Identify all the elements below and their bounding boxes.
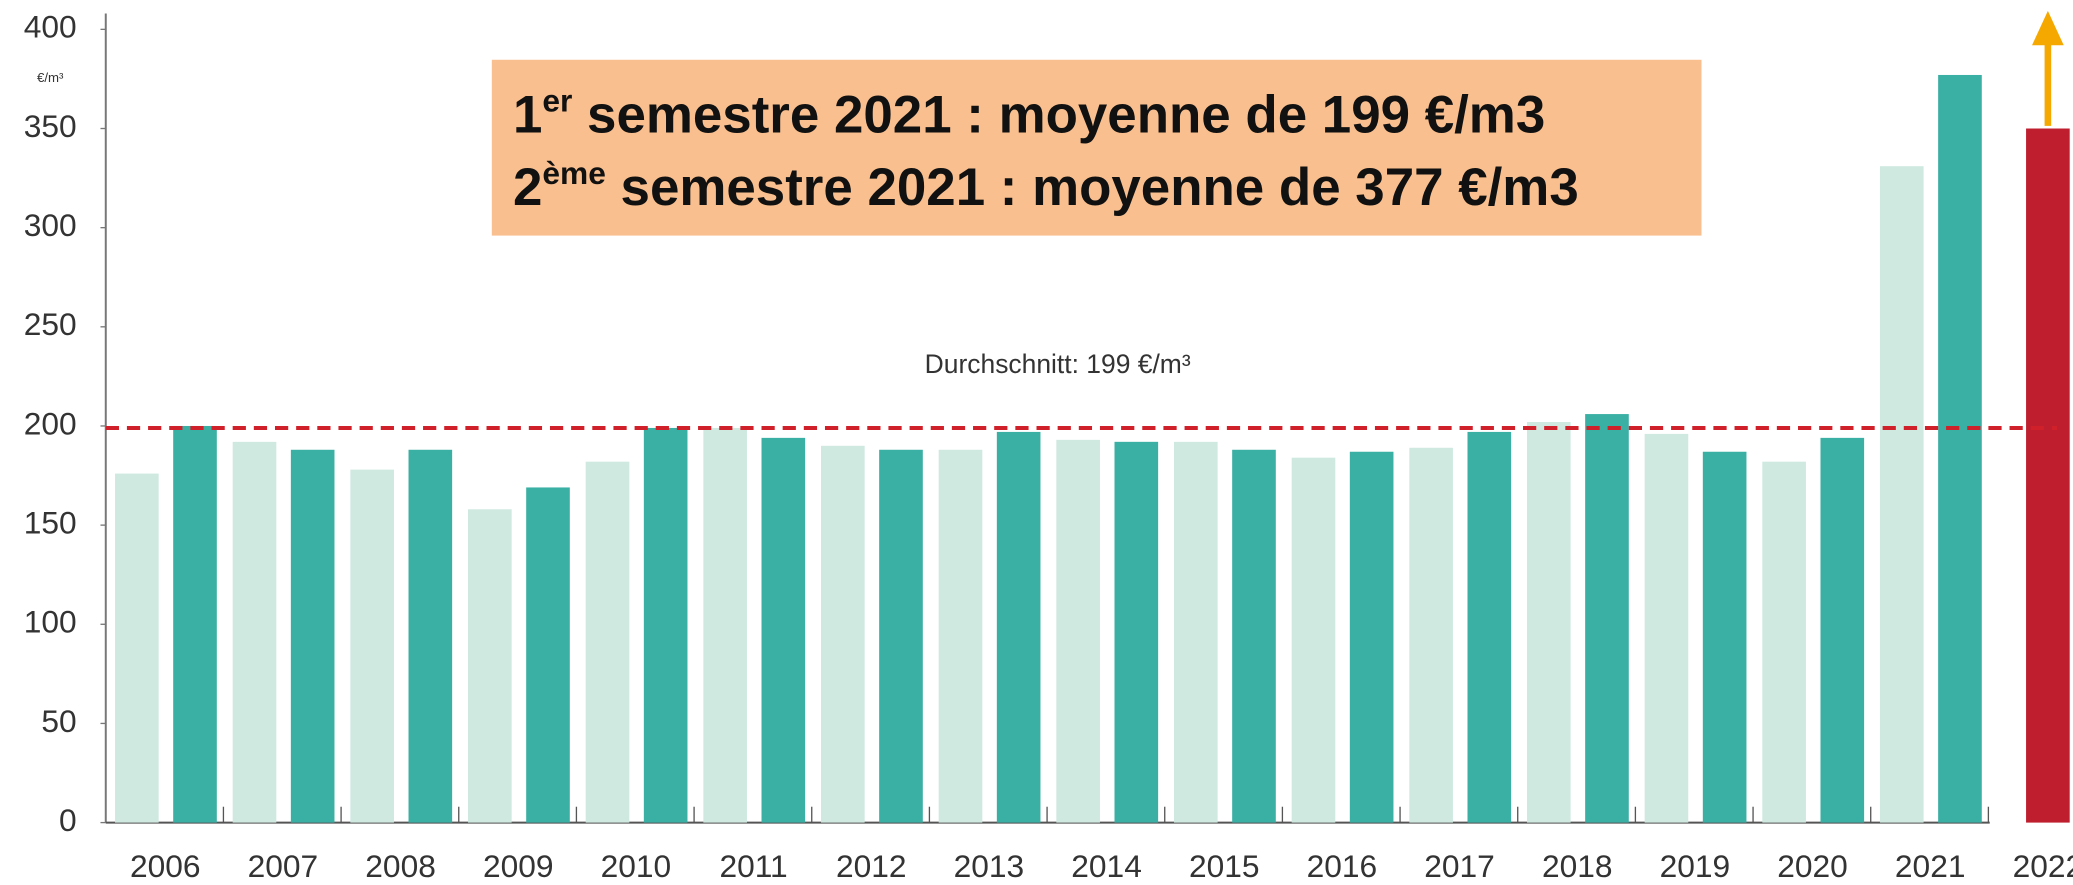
x-tick-label: 2010 bbox=[601, 848, 672, 884]
annotation-sup: ème bbox=[542, 155, 605, 191]
y-tick-label: 300 bbox=[24, 207, 77, 243]
bar bbox=[1173, 441, 1218, 823]
bar bbox=[1349, 451, 1394, 823]
annotation-number: 1 bbox=[513, 85, 542, 144]
bar bbox=[232, 441, 277, 823]
bar bbox=[761, 437, 806, 823]
y-tick-label: 50 bbox=[41, 703, 76, 739]
annotation-sup: er bbox=[542, 82, 572, 118]
bar bbox=[1879, 166, 1924, 823]
bar bbox=[1762, 461, 1806, 823]
x-tick-label: 2018 bbox=[1542, 848, 1613, 884]
bar bbox=[1820, 437, 1865, 823]
x-tick-label: 2019 bbox=[1660, 848, 1731, 884]
x-tick-label: 2009 bbox=[483, 848, 554, 884]
bar bbox=[526, 487, 570, 823]
annotation-text: semestre 2021 : moyenne de 199 €/m3 bbox=[572, 85, 1545, 144]
bar bbox=[1585, 414, 1629, 823]
bar bbox=[703, 427, 747, 823]
x-tick-label: 2012 bbox=[836, 848, 907, 884]
bar bbox=[2026, 128, 2070, 823]
x-tick-label: 2014 bbox=[1071, 848, 1142, 884]
bar bbox=[1938, 74, 1982, 823]
arrow-head bbox=[2032, 10, 2064, 46]
x-tick-label: 2007 bbox=[248, 848, 319, 884]
x-tick-label: 2022 bbox=[2013, 848, 2073, 884]
unit-label: €/m³ bbox=[37, 70, 64, 85]
bar bbox=[938, 449, 983, 823]
x-tick-label: 2015 bbox=[1189, 848, 1260, 884]
y-tick-label: 150 bbox=[24, 505, 77, 541]
y-tick-label: 200 bbox=[24, 405, 77, 441]
x-tick-label: 2017 bbox=[1424, 848, 1495, 884]
x-tick-label: 2013 bbox=[954, 848, 1025, 884]
bar bbox=[1409, 447, 1453, 823]
y-tick-label: 400 bbox=[24, 9, 77, 45]
bar bbox=[1056, 439, 1100, 823]
x-tick-label: 2011 bbox=[719, 848, 787, 884]
bar bbox=[1644, 433, 1689, 823]
bar bbox=[879, 449, 923, 823]
bar bbox=[468, 509, 512, 823]
bar bbox=[1232, 449, 1276, 823]
bar bbox=[585, 461, 630, 823]
annotation-line: 1er semestre 2021 : moyenne de 199 €/m3 bbox=[513, 82, 1545, 144]
bar bbox=[1467, 431, 1512, 823]
bar bbox=[1702, 451, 1747, 823]
x-tick-label: 2016 bbox=[1307, 848, 1378, 884]
annotation-box bbox=[491, 59, 1702, 236]
x-tick-label: 2021 bbox=[1895, 848, 1966, 884]
bar bbox=[408, 449, 453, 823]
x-tick-label: 2020 bbox=[1777, 848, 1848, 884]
y-tick-label: 100 bbox=[24, 604, 77, 640]
bar bbox=[821, 445, 865, 823]
bar bbox=[1114, 441, 1159, 823]
y-tick-label: 350 bbox=[24, 108, 77, 144]
bar bbox=[996, 431, 1041, 823]
annotation-text: semestre 2021 : moyenne de 377 €/m3 bbox=[606, 158, 1579, 217]
y-tick-label: 250 bbox=[24, 306, 77, 342]
y-tick-label: 0 bbox=[59, 802, 77, 838]
x-tick-label: 2006 bbox=[130, 848, 201, 884]
reference-label: Durchschnitt: 199 €/m³ bbox=[925, 349, 1191, 379]
bar bbox=[643, 427, 688, 823]
bar bbox=[1526, 422, 1571, 823]
bar bbox=[173, 425, 217, 823]
bar bbox=[115, 473, 159, 823]
annotation-number: 2 bbox=[513, 158, 542, 217]
bar bbox=[290, 449, 335, 823]
annotation-line: 2ème semestre 2021 : moyenne de 377 €/m3 bbox=[513, 155, 1579, 217]
bar bbox=[1291, 457, 1336, 823]
x-tick-label: 2008 bbox=[365, 848, 436, 884]
bar bbox=[350, 469, 394, 823]
